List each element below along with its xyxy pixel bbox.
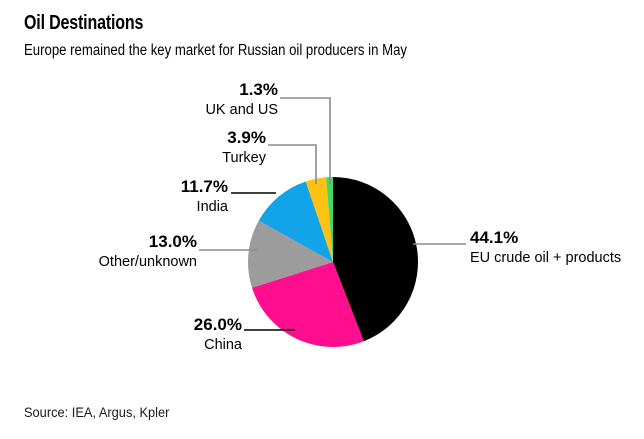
slice-value-china: 26.0%	[193, 315, 242, 334]
pie-slice-eu-crude-oil-products	[333, 177, 419, 342]
pie-slice-uk-and-us	[326, 176, 333, 262]
slice-value-other-unknown: 13.0%	[148, 232, 197, 251]
slice-name-india: India	[196, 199, 228, 215]
callout-line-uk-and-us	[280, 97, 331, 184]
slice-name-uk-and-us: UK and US	[205, 102, 278, 118]
slice-name-other-unknown: Other/unknown	[98, 254, 197, 270]
slice-label-eu: 44.1% EU crude oil + products	[470, 229, 621, 266]
callout-lines	[199, 97, 466, 331]
chart-subtitle: Europe remained the key market for Russi…	[24, 42, 407, 59]
source-note: Source: IEA, Argus, Kpler	[24, 405, 170, 420]
pie-slice-turkey	[305, 177, 333, 262]
slice-label-uk-and-us: 1.3% UK and US	[205, 81, 278, 118]
slice-label-turkey: 3.9% Turkey	[222, 129, 266, 166]
slice-label-china: 26.0% China	[194, 316, 242, 353]
slice-label-india: 11.7% India	[181, 178, 228, 215]
pie-slice-other-unknown	[247, 220, 333, 288]
slice-name-turkey: Turkey	[222, 150, 266, 166]
slice-value-eu: 44.1%	[470, 228, 519, 247]
slice-name-china: China	[204, 337, 242, 353]
page-title: Oil Destinations	[24, 12, 144, 34]
pie-slice-china	[252, 262, 364, 348]
slice-name-eu: EU crude oil + products	[470, 250, 622, 266]
slice-value-india: 11.7%	[180, 177, 228, 196]
slice-label-other-unknown: 13.0% Other/unknown	[99, 233, 197, 270]
slice-value-turkey: 3.9%	[227, 128, 266, 147]
pie-slices	[247, 176, 419, 348]
callout-line-turkey	[268, 144, 317, 184]
pie-slice-india	[258, 181, 333, 262]
slice-value-uk-and-us: 1.3%	[239, 80, 278, 99]
